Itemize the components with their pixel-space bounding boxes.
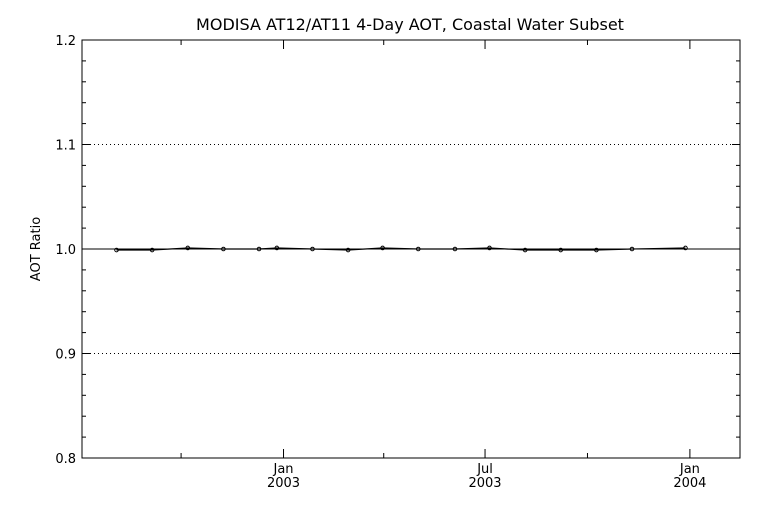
x-tick-label-year: 2004 [673,476,706,491]
y-axis-ticks: 0.8 0.9 1.0 1.1 1.2 [55,34,740,467]
data-point [594,247,599,253]
x-tick-label-year: 2003 [267,476,300,491]
data-point [345,247,351,253]
data-point [114,247,119,253]
data-points [114,245,688,253]
data-point [221,246,226,252]
data-point [149,247,155,253]
chart-title: MODISA AT12/AT11 4-Day AOT, Coastal Wate… [196,15,624,34]
y-tick-label: 1.1 [55,139,76,154]
y-tick-label: 0.8 [55,452,76,467]
y-tick-label: 1.0 [55,243,76,258]
y-tick-label: 0.9 [55,348,76,363]
x-tick-label-month: Jan [679,462,700,477]
data-point [629,246,635,252]
data-point [256,246,262,252]
y-tick-label: 1.2 [55,34,76,49]
data-point [380,245,385,251]
data-point [452,246,458,252]
data-point [274,245,280,251]
y-axis-label: AOT Ratio [29,217,44,281]
data-point [683,245,688,251]
data-point [487,245,492,251]
x-tick-label-month: Jul [476,462,493,477]
data-point [185,245,191,251]
data-point [522,247,528,253]
data-point [558,247,564,253]
series-polyline [116,247,686,251]
series-line [116,247,686,251]
x-tick-label-month: Jan [272,462,293,477]
x-tick-label-year: 2003 [468,476,501,491]
data-point [415,246,421,252]
data-point [310,246,315,252]
